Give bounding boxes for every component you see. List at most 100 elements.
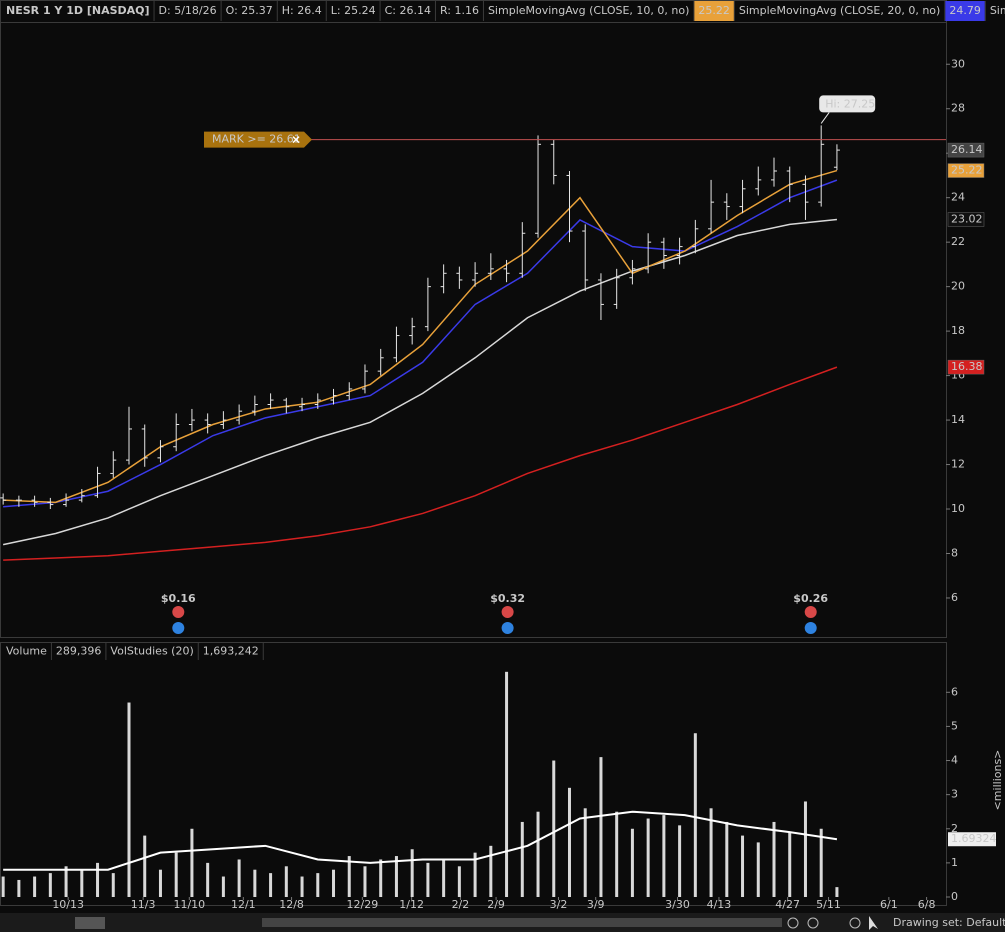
- drawing-set[interactable]: Drawing set: Default: [893, 916, 1005, 929]
- volume-bar: [1, 876, 5, 897]
- y-tick-label: 6: [951, 591, 958, 604]
- earnings-icon: [172, 606, 185, 618]
- volume-bar: [725, 821, 729, 897]
- x-tick-label: 3/30: [665, 898, 690, 911]
- volume-bar: [803, 801, 807, 897]
- price-label-box: [947, 212, 985, 227]
- x-tick-label: 12/8: [279, 898, 304, 911]
- x-tick-label: 10/13: [52, 898, 84, 911]
- volume-bar: [332, 869, 336, 897]
- scroll-button[interactable]: [75, 917, 105, 929]
- volume-bar: [630, 828, 634, 897]
- dividend-label: $0.32: [490, 592, 525, 605]
- pointer-tool[interactable]: [869, 916, 878, 930]
- volume-bar: [111, 873, 115, 897]
- study-value: 25.22: [698, 4, 730, 17]
- volume-bar: [473, 852, 477, 897]
- zoom-in[interactable]: [807, 917, 819, 929]
- volume-bar: [788, 832, 792, 897]
- hi-pointer: [820, 112, 830, 124]
- volume-bar: [300, 876, 304, 897]
- y-tick-label: 4: [951, 754, 958, 767]
- price-label: 25.22: [951, 164, 983, 177]
- x-tick-label: 2/2: [452, 898, 470, 911]
- dividend-label: $0.26: [793, 592, 828, 605]
- price-pane: [0, 0, 947, 638]
- header-field: H: 26.4: [282, 4, 322, 17]
- volume-bar: [17, 879, 21, 897]
- y-tick-label: 14: [951, 413, 965, 426]
- volume-bar: [379, 859, 383, 897]
- volume-pane: [0, 642, 947, 906]
- info-icon: [172, 622, 185, 634]
- x-tick-label: 4/13: [707, 898, 732, 911]
- y-tick-label: 30: [951, 57, 965, 70]
- y-tick-label: 3: [951, 788, 958, 801]
- moving-average: [3, 179, 838, 508]
- study-value: 24.79: [949, 4, 981, 17]
- hi-label: Hi: 27.25: [825, 97, 875, 110]
- volume-bar: [221, 876, 225, 897]
- volume-average: [3, 810, 838, 871]
- moving-average: [2, 218, 838, 546]
- volume-bar: [756, 842, 760, 897]
- x-tick-label: 11/10: [173, 898, 205, 911]
- info-icon: [804, 622, 817, 634]
- header-field: O: 25.37: [226, 4, 273, 17]
- study-name: SimpleMovingAvg (CLOSE, 10, 0, no): [488, 4, 689, 17]
- volume-bar: [237, 859, 241, 897]
- scrollbar[interactable]: [262, 918, 782, 927]
- volume-title: Volume: [6, 645, 47, 658]
- volume-bar: [819, 828, 823, 897]
- volume-bar: [410, 849, 414, 897]
- y-tick-label: 18: [951, 324, 965, 337]
- y-tick-label: 20: [951, 280, 965, 293]
- y-axis-label: <millions>: [991, 750, 1004, 811]
- price-label-box: [947, 359, 985, 375]
- info-icon: [501, 622, 514, 634]
- x-tick-label: 12/1: [231, 898, 256, 911]
- volume-bar: [489, 845, 493, 897]
- x-tick-label: 3/9: [587, 898, 605, 911]
- zoom-out[interactable]: [787, 917, 799, 929]
- volume-bar: [457, 866, 461, 897]
- x-tick-label: 3/2: [550, 898, 568, 911]
- mark-close: [292, 136, 300, 144]
- avg-label: 1.69324: [951, 832, 997, 845]
- x-tick-label: 4/27: [775, 898, 800, 911]
- volume-bar: [615, 811, 619, 897]
- price-label: 23.02: [951, 212, 983, 225]
- volume-bar: [678, 825, 682, 897]
- y-tick-label: 24: [951, 191, 965, 204]
- crosshair[interactable]: [849, 917, 861, 929]
- y-tick-label: 8: [951, 546, 958, 559]
- y-tick-label: 6: [951, 685, 958, 698]
- volume-bar: [772, 821, 776, 897]
- volume-bar: [693, 733, 697, 897]
- volume-bar: [426, 862, 430, 897]
- earnings-icon: [804, 606, 817, 618]
- x-tick-label: 6/1: [880, 898, 898, 911]
- volume-bar: [662, 815, 666, 897]
- volume-bar: [835, 887, 839, 897]
- volume-bar: [552, 760, 556, 897]
- volume-bar: [347, 856, 351, 897]
- volume-bar: [206, 862, 210, 897]
- study-name: Simple...: [990, 4, 1005, 17]
- price-label: 26.14: [951, 143, 983, 156]
- avg-label-box: [948, 832, 996, 847]
- price-label-box: [947, 163, 985, 178]
- study-value-box: [945, 1, 985, 21]
- x-tick-label: 1/12: [399, 898, 424, 911]
- header-field: R: 1.16: [440, 4, 479, 17]
- volume-bar: [190, 828, 194, 897]
- volume-bar: [143, 835, 147, 897]
- x-tick-label: 12/29: [347, 898, 379, 911]
- mark-flag: [204, 131, 312, 148]
- y-tick-label: 12: [951, 458, 965, 471]
- moving-average: [3, 366, 838, 561]
- hi-bubble: [819, 95, 876, 113]
- volume-bar: [599, 757, 603, 897]
